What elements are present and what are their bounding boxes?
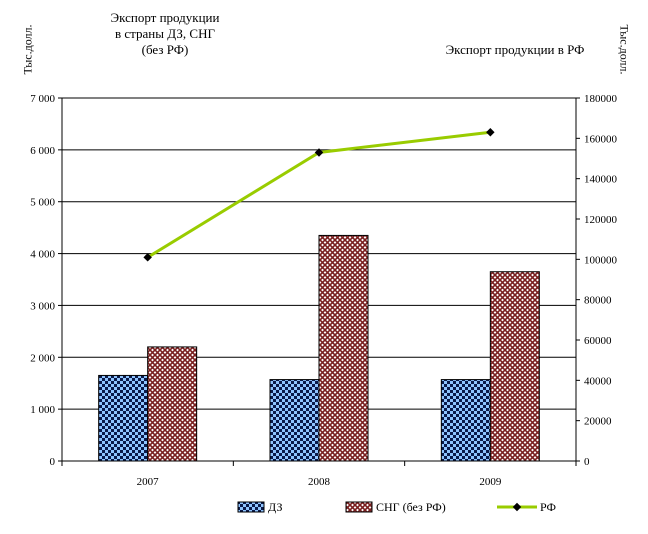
bar-sng bbox=[147, 346, 198, 462]
legend-swatch-1 bbox=[345, 501, 373, 513]
bar-sng bbox=[318, 234, 369, 462]
bars bbox=[98, 234, 540, 462]
tick-labels: 0 1 000 2 000 3 000 4 000 5 000 6 000 7 000 0 200… bbox=[30, 93, 617, 488]
left-tick-label: 7 000 bbox=[30, 93, 55, 105]
left-tick-label: 3 000 bbox=[30, 300, 55, 312]
right-tick-label: 0 bbox=[584, 456, 590, 468]
x-tick-label: 2008 bbox=[308, 476, 331, 488]
right-tick-label: 120000 bbox=[584, 214, 618, 226]
legend-label-0: ДЗ bbox=[268, 500, 283, 514]
line-series bbox=[143, 128, 495, 262]
legend-label-2: РФ bbox=[540, 500, 556, 514]
left-tick-label: 1 000 bbox=[30, 404, 55, 416]
left-tick-label: 4 000 bbox=[30, 249, 55, 261]
bar-dz bbox=[440, 379, 491, 462]
right-tick-label: 140000 bbox=[584, 174, 618, 186]
legend-marker bbox=[512, 502, 522, 512]
left-tick-label: 5 000 bbox=[30, 197, 55, 209]
legend-swatch-0 bbox=[237, 501, 265, 513]
legend: ДЗ СНГ (без РФ) РФ bbox=[237, 500, 556, 514]
right-tick-label: 100000 bbox=[584, 254, 618, 266]
rf-point-marker bbox=[486, 128, 495, 137]
left-tick-label: 6 000 bbox=[30, 145, 55, 157]
right-tick-label: 60000 bbox=[584, 335, 612, 347]
bar-dz bbox=[269, 379, 320, 462]
legend-label-1: СНГ (без РФ) bbox=[376, 500, 446, 514]
right-chart-title: Экспорт продукции в РФ bbox=[445, 42, 585, 57]
bar-dz bbox=[98, 374, 149, 462]
right-tick-label: 20000 bbox=[584, 416, 612, 428]
x-tick-label: 2007 bbox=[137, 476, 160, 488]
right-tick-label: 180000 bbox=[584, 93, 618, 105]
right-tick-label: 160000 bbox=[584, 133, 618, 145]
x-tick-label: 2009 bbox=[479, 476, 502, 488]
right-tick-label: 80000 bbox=[584, 295, 612, 307]
left-chart-title: Экспорт продукции в страны ДЗ, СНГ (без … bbox=[110, 10, 220, 57]
right-tick-label: 40000 bbox=[584, 375, 612, 387]
bar-sng bbox=[489, 271, 540, 462]
rf-point-marker bbox=[314, 148, 324, 157]
left-tick-label: 2 000 bbox=[30, 352, 55, 364]
left-tick-label: 0 bbox=[50, 456, 56, 468]
